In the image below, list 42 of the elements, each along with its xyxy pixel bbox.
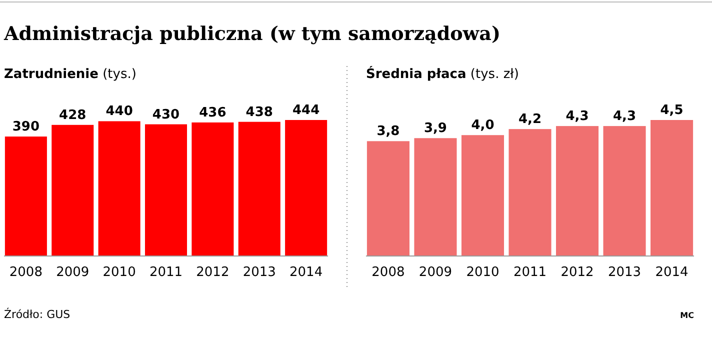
x-tick-label: 2009: [56, 265, 90, 280]
x-tick-label: 2012: [560, 265, 594, 280]
x-tick-label: 2010: [466, 265, 500, 280]
y-axis-title: (tys.): [98, 67, 136, 82]
data-label: 3,9: [424, 121, 447, 136]
chart-subtitle: Zatrudnienie: [4, 67, 99, 82]
chart-subtitle: Średnia płaca: [366, 65, 466, 82]
chart-title: Administracja publiczna (w tym samorządowa): [3, 23, 500, 45]
x-tick-label: 2011: [513, 265, 547, 280]
x-tick-label: 2010: [102, 265, 136, 280]
x-tick-label: 2011: [149, 265, 183, 280]
text: MC: [680, 311, 694, 320]
data-label: 4,0: [471, 118, 494, 134]
bar: [650, 120, 694, 256]
bar: [366, 141, 410, 256]
data-label: 3,8: [376, 124, 400, 140]
data-label: 436: [199, 105, 226, 120]
data-label: 428: [59, 108, 86, 123]
bar: [556, 126, 599, 256]
bar: [508, 129, 552, 256]
data-label: 4,2: [518, 112, 542, 128]
bar: [461, 135, 504, 256]
x-tick-label: 2014: [655, 265, 688, 280]
data-label: 4,5: [660, 103, 684, 118]
y-axis-title: (tys. zł): [466, 67, 519, 82]
x-tick-label: 2012: [196, 265, 230, 280]
x-tick-label: 2008: [372, 265, 405, 280]
text: Źródło: GUS: [4, 307, 70, 321]
data-label: 430: [152, 107, 180, 122]
data-label: 4,3: [566, 109, 589, 124]
data-label: 440: [106, 104, 133, 120]
data-label: 390: [12, 120, 40, 135]
x-tick-label: 2013: [242, 265, 276, 280]
bar: [603, 126, 646, 256]
x-tick-label: 2014: [290, 265, 323, 280]
x-tick-label: 2009: [418, 265, 452, 280]
x-tick-label: 2013: [608, 265, 642, 280]
data-label: 438: [246, 104, 273, 120]
data-label: 444: [292, 103, 320, 118]
bar: [414, 138, 457, 256]
x-tick-label: 2008: [9, 265, 42, 280]
data-label: 4,3: [613, 109, 636, 124]
